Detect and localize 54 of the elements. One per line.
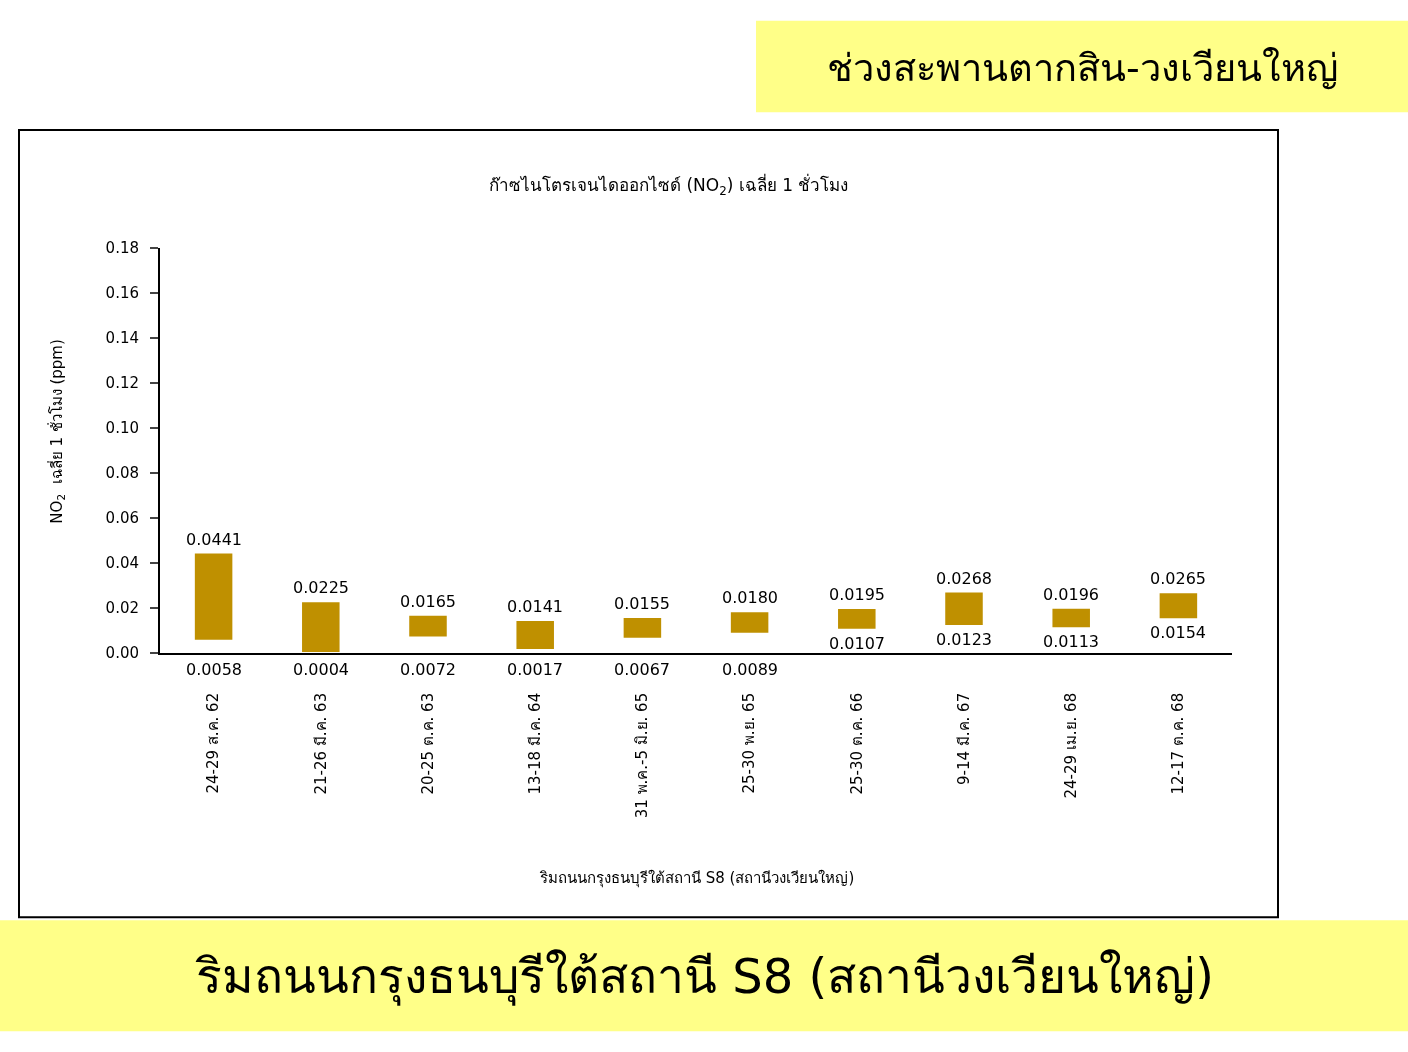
annotation: 0.0113 bbox=[1043, 632, 1099, 651]
annotation: 0.0165 bbox=[400, 592, 456, 611]
x-tick-label: 24-29 เม.ย. 68 bbox=[1062, 692, 1081, 799]
x-tick-label: 21-26 มี.ค. 63 bbox=[311, 692, 330, 795]
bar bbox=[623, 617, 662, 638]
y-tick-label: 0.16 bbox=[105, 284, 139, 303]
y-tick-label: 0.14 bbox=[105, 329, 139, 348]
x-axis-title: ริมถนนกรุงธนบุรีใต้สถานี S8 (สถานีวงเวียนใหญ่) bbox=[539, 869, 855, 888]
annotation: 0.0225 bbox=[293, 578, 349, 597]
bar bbox=[194, 553, 233, 640]
annotation: 0.0058 bbox=[186, 660, 242, 679]
x-tick-label: 24-29 ส.ค. 62 bbox=[204, 692, 223, 794]
chart-title: ช่วงสะพานตากสิน-วงเวียนใหญ่ bbox=[827, 46, 1338, 90]
y-tick-label: 0.00 bbox=[105, 644, 139, 663]
annotation: 0.0072 bbox=[400, 660, 456, 679]
annotation: 0.0265 bbox=[1150, 569, 1206, 588]
annotation: 0.0141 bbox=[507, 597, 563, 616]
x-tick-label: 12-17 ต.ค. 68 bbox=[1169, 692, 1188, 795]
annotation: 0.0268 bbox=[936, 569, 992, 588]
bar bbox=[409, 615, 447, 637]
annotation: 0.0441 bbox=[186, 530, 242, 549]
annotation: 0.0195 bbox=[829, 585, 885, 604]
x-tick-label: 9-14 มี.ค. 67 bbox=[954, 692, 973, 785]
bar bbox=[516, 621, 554, 649]
bar bbox=[1052, 608, 1090, 628]
y-tick-label: 0.02 bbox=[105, 599, 139, 618]
annotation: 0.0004 bbox=[293, 660, 349, 679]
y-tick-label: 0.10 bbox=[105, 419, 139, 438]
bar bbox=[302, 602, 340, 652]
text: ริมถนนกรุงธนบุรีใต้สถานี S8 (สถานีวงเวียนใหญ่) bbox=[195, 948, 1214, 1006]
x-tick-label: 13-18 มี.ค. 64 bbox=[526, 692, 545, 795]
annotation: 0.0180 bbox=[722, 588, 778, 607]
annotation: 0.0017 bbox=[507, 660, 563, 679]
x-tick-label: 31 พ.ค.-5 มิ.ย. 65 bbox=[633, 692, 652, 819]
bar bbox=[838, 608, 876, 629]
annotation: 0.0196 bbox=[1043, 585, 1099, 604]
annotation: 0.0123 bbox=[936, 630, 992, 649]
annotation: 0.0154 bbox=[1150, 623, 1206, 642]
bar bbox=[1159, 593, 1198, 619]
annotation: 0.0089 bbox=[722, 660, 778, 679]
x-tick-label: 25-30 พ.ย. 65 bbox=[740, 692, 759, 794]
y-tick-label: 0.18 bbox=[105, 239, 139, 258]
y-tick-label: 0.08 bbox=[105, 464, 139, 483]
chart-subtitle: ก๊าซไนโตรเจนไดออกไซด์ (NO$_{2}$) เฉลี่ย 1 ชั่วโมง bbox=[489, 173, 849, 198]
x-tick-label: 20-25 ต.ค. 63 bbox=[418, 692, 437, 795]
y-tick-label: 0.06 bbox=[105, 509, 139, 528]
annotation: 0.0155 bbox=[614, 594, 670, 613]
x-tick-label: 25-30 ต.ค. 66 bbox=[847, 692, 866, 795]
annotation: 0.0067 bbox=[614, 660, 670, 679]
annotation: 0.0107 bbox=[829, 634, 885, 653]
y-tick-label: 0.04 bbox=[105, 554, 139, 573]
y-tick-label: 0.12 bbox=[105, 374, 139, 393]
bar bbox=[730, 612, 769, 633]
bar bbox=[945, 592, 983, 626]
